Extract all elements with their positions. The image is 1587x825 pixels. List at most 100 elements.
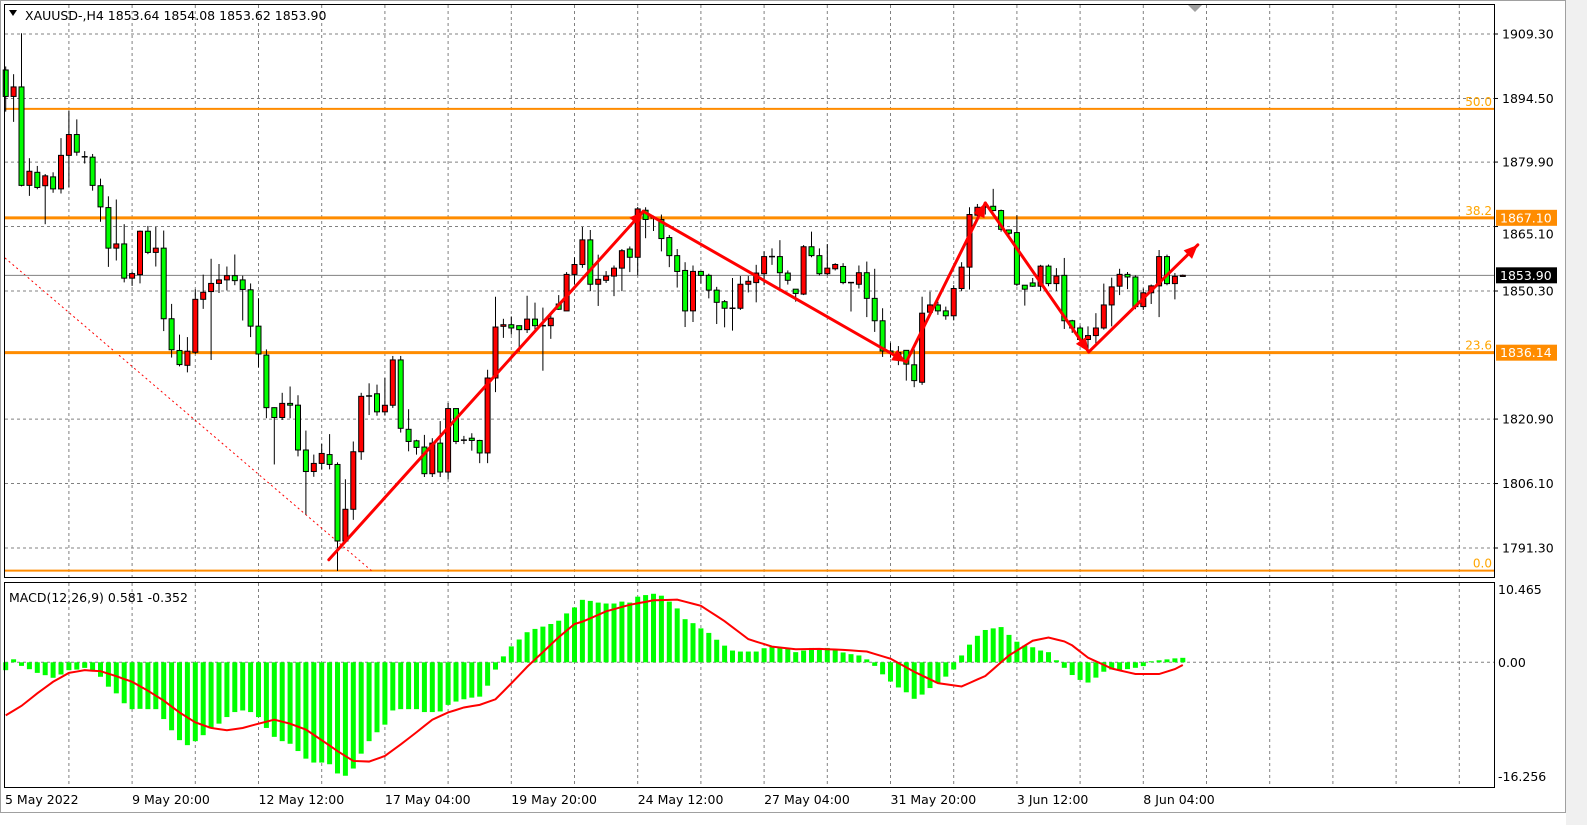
macd-histogram-bar bbox=[90, 662, 96, 671]
candle bbox=[2, 66, 9, 112]
macd-histogram-bar bbox=[722, 645, 728, 663]
macd-histogram-bar bbox=[98, 662, 103, 677]
candle-body bbox=[89, 156, 96, 186]
candle-body bbox=[279, 402, 286, 419]
candle bbox=[81, 151, 88, 164]
macd-histogram-bar bbox=[1006, 634, 1012, 663]
candle bbox=[816, 248, 823, 276]
macd-axis-label: -16.256 bbox=[1498, 769, 1546, 784]
arrowhead-icon bbox=[1075, 337, 1089, 352]
candle bbox=[524, 295, 531, 333]
candle bbox=[208, 258, 215, 361]
macd-signal-line bbox=[5, 598, 1184, 763]
candle bbox=[1124, 272, 1131, 290]
candle bbox=[137, 230, 143, 284]
macd-histogram-bar bbox=[682, 619, 688, 663]
candle bbox=[318, 443, 325, 470]
candle bbox=[192, 289, 199, 355]
macd-histogram-bar bbox=[358, 662, 364, 754]
candle bbox=[89, 153, 96, 191]
price-label: 1879.90 bbox=[1502, 155, 1554, 170]
candle bbox=[1116, 268, 1123, 296]
macd-histogram-bar bbox=[651, 593, 656, 663]
chart-shift-marker-icon[interactable] bbox=[1188, 5, 1202, 12]
macd-histogram-bar bbox=[1164, 659, 1170, 663]
trend-arrow-line bbox=[327, 209, 645, 562]
macd-histogram-bar bbox=[1053, 660, 1059, 663]
candle bbox=[263, 349, 270, 419]
macd-histogram-bar bbox=[564, 613, 570, 663]
macd-pane-border bbox=[4, 582, 1495, 788]
candle bbox=[287, 386, 294, 419]
macd-histogram-bar bbox=[579, 599, 585, 663]
candle bbox=[840, 263, 847, 285]
candle-body bbox=[1013, 232, 1020, 285]
macd-histogram-bar bbox=[1085, 662, 1091, 683]
macd-histogram-bar bbox=[390, 662, 396, 711]
candle bbox=[626, 246, 633, 273]
candle bbox=[784, 270, 791, 285]
candle bbox=[223, 266, 230, 291]
candle bbox=[334, 462, 341, 572]
trend-arrows[interactable] bbox=[327, 201, 1200, 562]
current-price-tag bbox=[1496, 267, 1557, 284]
macd-histogram-bar bbox=[319, 662, 325, 763]
macd-histogram-bar bbox=[974, 635, 980, 663]
arrowhead-icon bbox=[1183, 244, 1198, 259]
macd-histogram-bar bbox=[477, 662, 483, 697]
candle-body bbox=[231, 275, 238, 282]
candle-body bbox=[421, 446, 428, 475]
fib-level-label: 38.2 bbox=[1465, 204, 1492, 218]
candle-body bbox=[1156, 256, 1163, 287]
macd-histogram-bar bbox=[485, 662, 491, 686]
macd-histogram-bar bbox=[1077, 662, 1083, 680]
candle bbox=[476, 439, 483, 464]
macd-histogram-bar bbox=[279, 662, 285, 742]
macd-histogram-bar bbox=[177, 662, 182, 741]
candle-body bbox=[144, 230, 151, 253]
macd-histogram-bar bbox=[121, 662, 127, 704]
candle bbox=[1021, 284, 1028, 306]
macd-histogram-bar bbox=[998, 627, 1004, 663]
candle-body bbox=[397, 359, 404, 429]
macd-histogram-bar bbox=[335, 662, 340, 774]
candle bbox=[729, 277, 736, 331]
macd-histogram-bar bbox=[263, 662, 269, 728]
time-label: 31 May 20:00 bbox=[891, 792, 977, 807]
macd-histogram-bar bbox=[461, 662, 467, 700]
candle-body bbox=[705, 274, 712, 291]
price-axis[interactable]: 1909.30 1894.50 1879.90 1865.10 1850.30 1820.… bbox=[1494, 27, 1554, 556]
macd-histogram-bar bbox=[493, 662, 498, 670]
candle bbox=[682, 262, 689, 328]
macd-histogram-bar bbox=[429, 662, 435, 713]
macd-histogram-bar bbox=[1046, 652, 1051, 663]
price-label: 1909.30 bbox=[1502, 27, 1554, 42]
candle-body bbox=[784, 272, 791, 281]
candle-body bbox=[445, 408, 452, 473]
candle-body bbox=[1108, 286, 1115, 306]
candle bbox=[603, 271, 610, 283]
candle bbox=[571, 257, 578, 285]
candle-body bbox=[137, 230, 143, 276]
macd-histogram-bar bbox=[508, 646, 514, 663]
candle bbox=[105, 196, 112, 267]
macd-histogram-bar bbox=[1125, 662, 1130, 670]
macd-label: MACD(12,26,9) 0.581 -0.352 bbox=[9, 590, 188, 605]
candle-body bbox=[413, 440, 420, 448]
macd-histogram-bar bbox=[34, 662, 40, 673]
macd-histogram-bar bbox=[1014, 641, 1020, 663]
candle-body bbox=[800, 246, 807, 295]
triangle-down-icon[interactable] bbox=[9, 10, 17, 16]
horizontal-lines[interactable] bbox=[5, 216, 1494, 355]
arrowhead-icon bbox=[973, 203, 986, 219]
candle bbox=[445, 402, 452, 480]
candle-body bbox=[121, 243, 128, 279]
fib-trendline bbox=[4, 257, 372, 572]
time-axis[interactable]: 5 May 2022 9 May 20:00 12 May 12:00 17 May … bbox=[5, 792, 1215, 807]
candle-body bbox=[824, 267, 831, 275]
candle-body bbox=[579, 239, 586, 266]
candle bbox=[200, 274, 207, 309]
candle bbox=[176, 334, 183, 367]
macd-histogram-bar bbox=[421, 662, 427, 713]
